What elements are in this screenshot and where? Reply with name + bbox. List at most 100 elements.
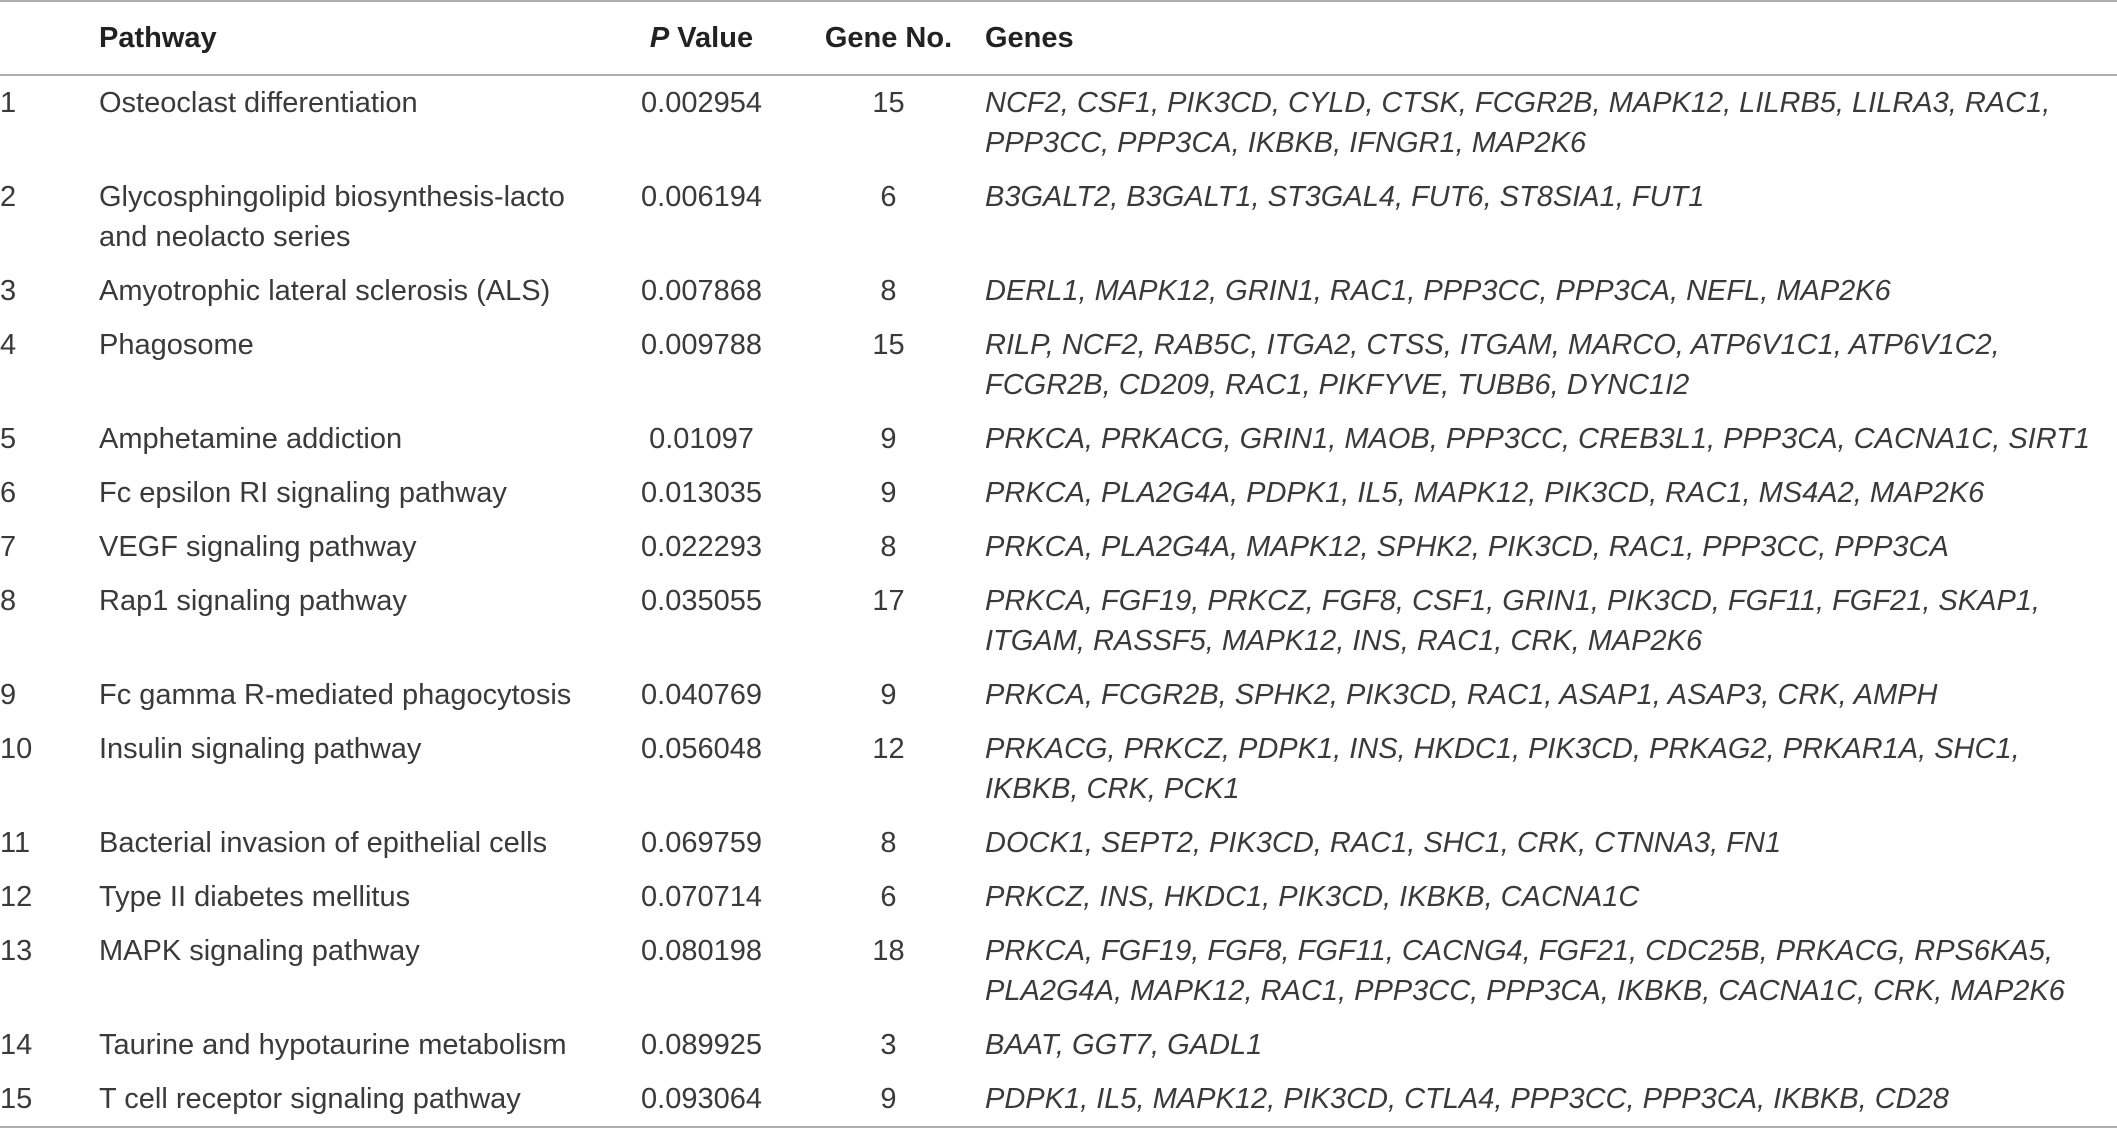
row-index: 7	[0, 531, 17, 563]
row-index: 13	[0, 935, 33, 967]
row-pathway: Insulin signaling pathway	[99, 733, 422, 765]
row-pathway: Phagosome	[99, 329, 254, 361]
row-pathway: Fc epsilon RI signaling pathway	[99, 477, 507, 509]
table-row: 14 Taurine and hypotaurine metabolism 0.08…	[0, 1018, 2117, 1072]
row-genes: PRKCZ, INS, HKDC1, PIK3CD, IKBKB, CACNA1…	[985, 881, 1640, 913]
row-index: 9	[0, 679, 17, 711]
row-gene-count: 9	[880, 423, 897, 455]
table-body: 1 Osteoclast differentiation 0.002954 15 NCF…	[0, 75, 2117, 1127]
row-index: 3	[0, 275, 17, 307]
row-p-value: 0.040769	[641, 679, 762, 711]
table-header: Pathway P Value Gene No. Genes	[0, 1, 2117, 75]
row-genes: PRKCA, FGF19, PRKCZ, FGF8, CSF1, GRIN1, …	[985, 585, 2040, 657]
row-genes: PRKCA, PLA2G4A, MAPK12, SPHK2, PIK3CD, R…	[985, 531, 1949, 563]
row-index: 15	[0, 1083, 33, 1115]
row-pathway: Amyotrophic lateral sclerosis (ALS)	[99, 275, 551, 307]
row-pathway: Glycosphingolipid biosynthesis-lacto and…	[99, 181, 565, 253]
header-p-italic: P	[649, 22, 670, 54]
table-row: 5 Amphetamine addiction 0.01097 9 PRKCA, PRK…	[0, 412, 2117, 466]
row-genes: PRKCA, PLA2G4A, PDPK1, IL5, MAPK12, PIK3…	[985, 477, 1985, 509]
row-gene-count: 9	[880, 1083, 897, 1115]
row-gene-count: 3	[880, 1029, 897, 1061]
header-genes: Genes	[985, 22, 1074, 54]
row-pathway: MAPK signaling pathway	[99, 935, 420, 967]
table-row: 6 Fc epsilon RI signaling pathway 0.013035…	[0, 466, 2117, 520]
table-row: 1 Osteoclast differentiation 0.002954 15 NCF…	[0, 75, 2117, 170]
row-gene-count: 8	[880, 531, 897, 563]
row-index: 11	[0, 827, 31, 859]
table-row: 15 T cell receptor signaling pathway 0.093…	[0, 1072, 2117, 1127]
row-index: 2	[0, 181, 17, 213]
header-p-value: P Value	[611, 1, 792, 75]
row-genes: PRKACG, PRKCZ, PDPK1, INS, HKDC1, PIK3CD…	[985, 733, 2020, 805]
row-pathway: Amphetamine addiction	[99, 423, 403, 455]
row-p-value: 0.009788	[641, 329, 762, 361]
row-gene-count: 17	[872, 585, 905, 617]
row-p-value: 0.089925	[641, 1029, 762, 1061]
table-row: 8 Rap1 signaling pathway 0.035055 17 PRKCA, …	[0, 574, 2117, 668]
row-p-value: 0.013035	[641, 477, 762, 509]
row-gene-count: 9	[880, 477, 897, 509]
row-genes: DERL1, MAPK12, GRIN1, RAC1, PPP3CC, PPP3…	[985, 275, 1891, 307]
row-genes: NCF2, CSF1, PIK3CD, CYLD, CTSK, FCGR2B, …	[985, 87, 2051, 159]
row-genes: B3GALT2, B3GALT1, ST3GAL4, FUT6, ST8SIA1…	[985, 181, 1705, 213]
row-index: 12	[0, 881, 33, 913]
table-row: 10 Insulin signaling pathway 0.056048 12 PRK…	[0, 722, 2117, 816]
row-genes: PDPK1, IL5, MAPK12, PIK3CD, CTLA4, PPP3C…	[985, 1083, 1949, 1115]
row-gene-count: 15	[872, 87, 905, 119]
header-index	[0, 1, 99, 75]
header-gene-no: Gene No.	[824, 22, 953, 54]
row-index: 5	[0, 423, 17, 455]
row-genes: PRKCA, PRKACG, GRIN1, MAOB, PPP3CC, CREB…	[985, 423, 2091, 455]
row-index: 4	[0, 329, 17, 361]
row-p-value: 0.069759	[641, 827, 762, 859]
row-gene-count: 15	[872, 329, 905, 361]
row-index: 8	[0, 585, 17, 617]
header-pathway: Pathway	[99, 22, 217, 54]
row-genes: PRKCA, FCGR2B, SPHK2, PIK3CD, RAC1, ASAP…	[985, 679, 1938, 711]
row-pathway: Bacterial invasion of epithelial cells	[99, 827, 548, 859]
table-row: 3 Amyotrophic lateral sclerosis (ALS) 0.00…	[0, 264, 2117, 318]
row-pathway: Fc gamma R-mediated phagocytosis	[99, 679, 572, 711]
row-gene-count: 8	[880, 827, 897, 859]
row-gene-count: 12	[872, 733, 905, 765]
header-p-rest: Value	[669, 22, 754, 54]
row-p-value: 0.01097	[649, 423, 754, 455]
table-row: 11 Bacterial invasion of epithelial cells…	[0, 816, 2117, 870]
row-gene-count: 9	[880, 679, 897, 711]
row-gene-count: 6	[880, 881, 897, 913]
row-pathway: Type II diabetes mellitus	[99, 881, 411, 913]
row-p-value: 0.007868	[641, 275, 762, 307]
table-row: 13 MAPK signaling pathway 0.080198 18 PRKCA,…	[0, 924, 2117, 1018]
row-pathway: T cell receptor signaling pathway	[99, 1083, 521, 1115]
row-genes: DOCK1, SEPT2, PIK3CD, RAC1, SHC1, CRK, C…	[985, 827, 1782, 859]
row-p-value: 0.056048	[641, 733, 762, 765]
table-row: 7 VEGF signaling pathway 0.022293 8 PRKCA, P…	[0, 520, 2117, 574]
row-p-value: 0.022293	[641, 531, 762, 563]
row-index: 1	[0, 87, 17, 119]
row-p-value: 0.035055	[641, 585, 762, 617]
row-index: 6	[0, 477, 17, 509]
row-p-value: 0.006194	[641, 181, 762, 213]
row-index: 10	[0, 733, 33, 765]
row-pathway: Rap1 signaling pathway	[99, 585, 407, 617]
row-p-value: 0.080198	[641, 935, 762, 967]
row-genes: PRKCA, FGF19, FGF8, FGF11, CACNG4, FGF21…	[985, 935, 2065, 1007]
table-row: 4 Phagosome 0.009788 15 RILP, NCF2, RAB5C, I…	[0, 318, 2117, 412]
row-pathway: Osteoclast differentiation	[99, 87, 418, 119]
row-p-value: 0.093064	[641, 1083, 762, 1115]
table-row: 2 Glycosphingolipid biosynthesis-lacto an…	[0, 170, 2117, 264]
row-index: 14	[0, 1029, 33, 1061]
row-genes: RILP, NCF2, RAB5C, ITGA2, CTSS, ITGAM, M…	[985, 329, 2000, 401]
table-row: 9 Fc gamma R-mediated phagocytosis 0.04076…	[0, 668, 2117, 722]
row-pathway: Taurine and hypotaurine metabolism	[99, 1029, 567, 1061]
header-row: Pathway P Value Gene No. Genes	[0, 1, 2117, 75]
row-pathway: VEGF signaling pathway	[99, 531, 417, 563]
row-gene-count: 8	[880, 275, 897, 307]
row-gene-count: 6	[880, 181, 897, 213]
row-genes: BAAT, GGT7, GADL1	[985, 1029, 1263, 1061]
table-row: 12 Type II diabetes mellitus 0.070714 6 PRKC…	[0, 870, 2117, 924]
row-p-value: 0.070714	[641, 881, 762, 913]
